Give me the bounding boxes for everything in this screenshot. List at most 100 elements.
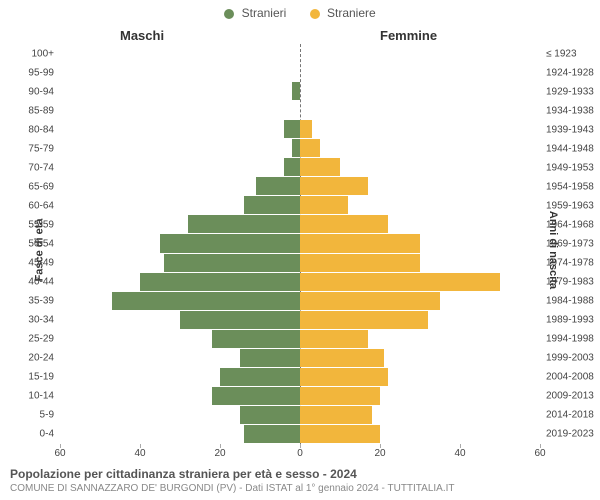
bar-male [220, 368, 300, 386]
bar-male [240, 406, 300, 424]
birth-year-label: 1989-1993 [540, 315, 594, 326]
legend-female: Straniere [310, 6, 376, 20]
column-title-female: Femmine [380, 28, 437, 43]
age-label: 65-69 [28, 181, 60, 192]
pyramid-row: 40-441979-1983 [60, 273, 540, 292]
bar-male [284, 158, 300, 176]
bar-male [292, 82, 300, 100]
age-label: 60-64 [28, 200, 60, 211]
pyramid-row: 80-841939-1943 [60, 120, 540, 139]
x-tick-label: 20 [374, 448, 385, 459]
age-label: 55-59 [28, 219, 60, 230]
pyramid-chart: Stranieri Straniere Maschi Femmine Fasce… [0, 0, 600, 500]
age-label: 75-79 [28, 143, 60, 154]
bar-male [160, 234, 300, 252]
bar-male [212, 330, 300, 348]
age-label: 0-4 [40, 429, 60, 440]
pyramid-row: 25-291994-1998 [60, 330, 540, 349]
pyramid-row: 65-691954-1958 [60, 177, 540, 196]
pyramid-row: 30-341989-1993 [60, 311, 540, 330]
birth-year-label: ≤ 1923 [540, 48, 577, 59]
pyramid-row: 100+≤ 1923 [60, 44, 540, 63]
birth-year-label: 1994-1998 [540, 334, 594, 345]
bar-female [300, 215, 388, 233]
bar-male [140, 273, 300, 291]
pyramid-row: 85-891934-1938 [60, 101, 540, 120]
bar-male [244, 425, 300, 443]
age-label: 5-9 [40, 410, 60, 421]
bar-female [300, 177, 368, 195]
plot-area: 100+≤ 192395-991924-192890-941929-193385… [60, 44, 540, 444]
pyramid-row: 70-741949-1953 [60, 158, 540, 177]
x-tick-label: 20 [214, 448, 225, 459]
bar-male [256, 177, 300, 195]
bar-female [300, 234, 420, 252]
bar-female [300, 254, 420, 272]
bar-female [300, 273, 500, 291]
bar-male [292, 139, 300, 157]
bar-male [212, 387, 300, 405]
birth-year-label: 1949-1953 [540, 162, 594, 173]
birth-year-label: 1984-1988 [540, 296, 594, 307]
birth-year-label: 1959-1963 [540, 200, 594, 211]
age-label: 95-99 [28, 67, 60, 78]
age-label: 10-14 [28, 391, 60, 402]
bar-male [188, 215, 300, 233]
bar-male [244, 196, 300, 214]
pyramid-row: 50-541969-1973 [60, 234, 540, 253]
birth-year-label: 1944-1948 [540, 143, 594, 154]
bar-male [164, 254, 300, 272]
age-label: 70-74 [28, 162, 60, 173]
pyramid-row: 55-591964-1968 [60, 215, 540, 234]
birth-year-label: 1974-1978 [540, 258, 594, 269]
x-axis: 6040200204060 [60, 444, 540, 464]
pyramid-row: 75-791944-1948 [60, 139, 540, 158]
pyramid-row: 10-142009-2013 [60, 387, 540, 406]
age-label: 15-19 [28, 372, 60, 383]
bar-male [284, 120, 300, 138]
column-title-male: Maschi [120, 28, 164, 43]
age-label: 30-34 [28, 315, 60, 326]
x-tick-label: 0 [297, 448, 303, 459]
bar-female [300, 139, 320, 157]
birth-year-label: 1969-1973 [540, 238, 594, 249]
age-label: 90-94 [28, 86, 60, 97]
legend-male: Stranieri [224, 6, 286, 20]
bar-female [300, 196, 348, 214]
bar-female [300, 387, 380, 405]
birth-year-label: 1979-1983 [540, 277, 594, 288]
bar-female [300, 158, 340, 176]
age-label: 50-54 [28, 238, 60, 249]
birth-year-label: 1924-1928 [540, 67, 594, 78]
legend-swatch-female [310, 9, 320, 19]
bar-male [112, 292, 300, 310]
legend-male-label: Stranieri [242, 6, 287, 20]
pyramid-row: 0-42019-2023 [60, 425, 540, 444]
pyramid-row: 35-391984-1988 [60, 292, 540, 311]
x-tick-label: 60 [54, 448, 65, 459]
bar-female [300, 330, 368, 348]
footer-title: Popolazione per cittadinanza straniera p… [10, 467, 590, 481]
legend: Stranieri Straniere [0, 6, 600, 20]
bar-female [300, 120, 312, 138]
birth-year-label: 1964-1968 [540, 219, 594, 230]
x-tick-label: 60 [534, 448, 545, 459]
pyramid-row: 60-641959-1963 [60, 196, 540, 215]
birth-year-label: 2004-2008 [540, 372, 594, 383]
pyramid-row: 45-491974-1978 [60, 254, 540, 273]
legend-swatch-male [224, 9, 234, 19]
chart-footer: Popolazione per cittadinanza straniera p… [10, 467, 590, 494]
birth-year-label: 2009-2013 [540, 391, 594, 402]
age-label: 25-29 [28, 334, 60, 345]
bar-female [300, 368, 388, 386]
birth-year-label: 2019-2023 [540, 429, 594, 440]
pyramid-row: 95-991924-1928 [60, 63, 540, 82]
bar-female [300, 406, 372, 424]
bar-male [180, 311, 300, 329]
bar-female [300, 349, 384, 367]
bar-female [300, 425, 380, 443]
age-label: 40-44 [28, 277, 60, 288]
age-label: 45-49 [28, 258, 60, 269]
birth-year-label: 1954-1958 [540, 181, 594, 192]
x-tick-label: 40 [134, 448, 145, 459]
